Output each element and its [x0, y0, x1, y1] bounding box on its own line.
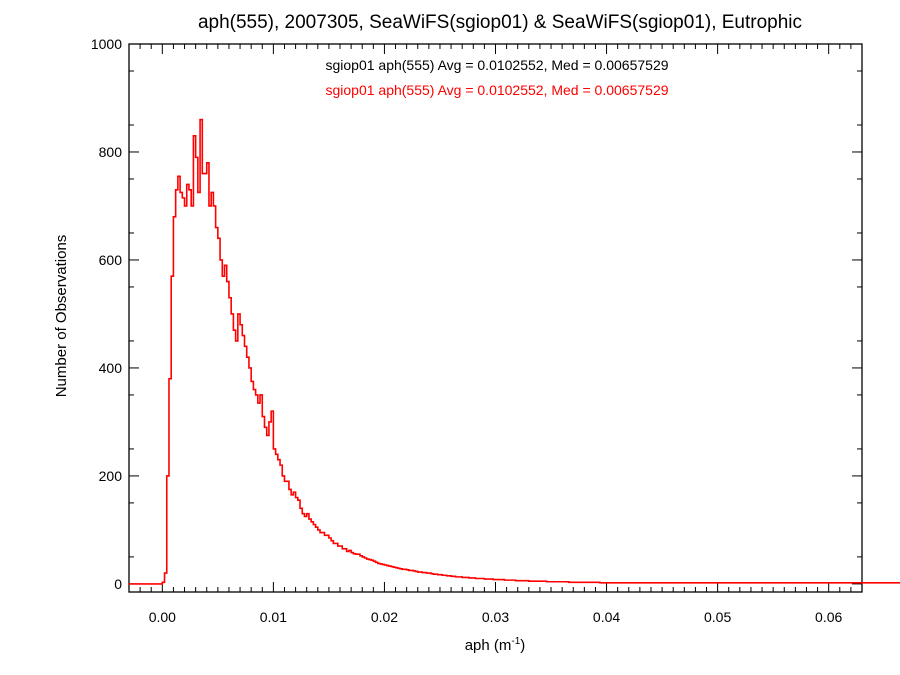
y-tick-label: 600 [99, 252, 123, 268]
x-tick-label: 0.06 [815, 609, 842, 625]
y-axis-label: Number of Observations [53, 235, 70, 398]
histogram-series-line [129, 118, 900, 585]
x-axis: 0.00 0.01 0.02 0.03 0.04 0.05 0.06 [139, 44, 852, 625]
chart-title: aph(555), 2007305, SeaWiFS(sgiop01) & Se… [198, 12, 802, 33]
x-tick-label: 0.03 [482, 609, 509, 625]
y-tick-label: 800 [99, 144, 123, 160]
x-axis-label-close: ) [520, 637, 525, 654]
legend-entry-red: sgiop01 aph(555) Avg = 0.0102552, Med = … [325, 82, 668, 98]
x-axis-label: aph (m-1) [465, 636, 526, 654]
plot-border [128, 43, 863, 593]
x-tick-label: 0.01 [260, 609, 287, 625]
plot-frame [128, 43, 863, 593]
x-tick-label: 0.05 [704, 609, 731, 625]
y-axis: 0 200 400 600 800 1000 [91, 36, 862, 592]
y-tick-label: 1000 [91, 36, 122, 52]
y-tick-label: 200 [99, 468, 123, 484]
x-tick-label: 0.04 [593, 609, 620, 625]
x-axis-label-superscript: -1 [511, 636, 520, 647]
legend-entry-black: sgiop01 aph(555) Avg = 0.0102552, Med = … [325, 57, 668, 73]
y-tick-label: 400 [99, 360, 123, 376]
x-axis-label-base: aph (m [465, 637, 512, 654]
x-tick-label: 0.02 [371, 609, 398, 625]
x-tick-label: 0.00 [149, 609, 176, 625]
y-tick-label: 0 [114, 576, 122, 592]
